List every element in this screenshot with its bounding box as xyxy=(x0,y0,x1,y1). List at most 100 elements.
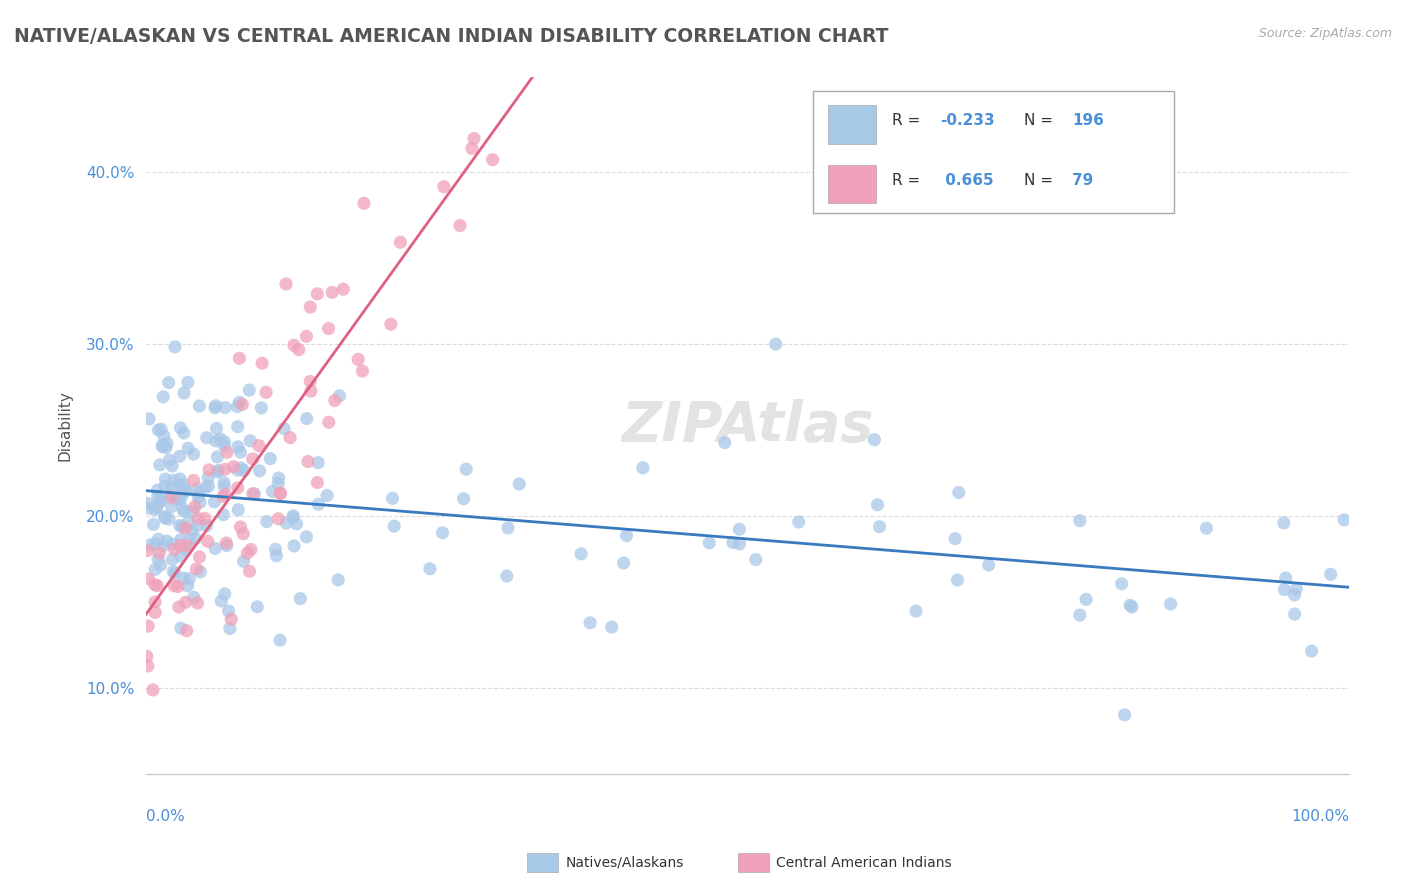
Point xyxy=(179,533,201,547)
Point xyxy=(1114,707,1136,722)
Point xyxy=(1160,597,1182,611)
Point xyxy=(169,450,191,464)
Point xyxy=(1284,588,1306,602)
Point xyxy=(184,500,207,514)
Text: 0.665: 0.665 xyxy=(939,173,994,188)
Point xyxy=(316,488,339,502)
Point xyxy=(174,595,197,609)
Point xyxy=(183,447,205,461)
Point xyxy=(1301,644,1323,658)
Point xyxy=(195,431,218,445)
Point xyxy=(863,433,886,447)
Point xyxy=(183,591,205,605)
Point xyxy=(174,542,197,557)
Point xyxy=(173,571,195,585)
Point xyxy=(214,587,236,601)
Point xyxy=(205,421,228,435)
Point xyxy=(215,536,238,550)
Point xyxy=(152,440,174,454)
Point xyxy=(143,606,166,620)
Point xyxy=(212,479,235,493)
Point xyxy=(146,490,169,504)
Point xyxy=(212,508,235,522)
Point xyxy=(157,512,180,526)
Text: N =: N = xyxy=(1024,173,1057,188)
Point xyxy=(267,476,290,491)
Point xyxy=(1074,592,1097,607)
Point xyxy=(239,434,262,448)
Point xyxy=(170,533,193,547)
Point xyxy=(152,390,174,404)
Point xyxy=(307,497,329,511)
Point xyxy=(508,477,530,491)
Point xyxy=(155,441,177,455)
Point xyxy=(321,285,343,300)
Point xyxy=(495,569,517,583)
Point xyxy=(745,552,768,566)
Point xyxy=(146,500,169,515)
Point xyxy=(173,386,195,401)
Point xyxy=(247,439,270,453)
Point xyxy=(600,620,623,634)
Point xyxy=(152,539,174,553)
Point xyxy=(153,479,176,493)
Text: -0.233: -0.233 xyxy=(939,113,994,128)
Point xyxy=(215,445,238,459)
Text: Central American Indians: Central American Indians xyxy=(776,855,952,870)
Point xyxy=(163,340,186,354)
Point xyxy=(238,383,260,397)
Point xyxy=(218,604,240,618)
Point xyxy=(229,445,252,459)
Text: R =: R = xyxy=(891,173,925,188)
Point xyxy=(187,511,209,525)
Point xyxy=(765,337,787,351)
Point xyxy=(267,471,290,485)
Point xyxy=(174,484,197,499)
Text: 79: 79 xyxy=(1073,173,1094,188)
Text: NATIVE/ALASKAN VS CENTRAL AMERICAN INDIAN DISABILITY CORRELATION CHART: NATIVE/ALASKAN VS CENTRAL AMERICAN INDIA… xyxy=(14,27,889,45)
Point xyxy=(173,425,195,440)
Point xyxy=(290,591,312,606)
Point xyxy=(307,456,329,470)
Point xyxy=(146,552,169,566)
Point xyxy=(204,399,226,413)
Point xyxy=(204,401,226,415)
Point xyxy=(212,490,235,504)
Point xyxy=(212,475,235,490)
Point xyxy=(226,502,249,516)
Point xyxy=(187,518,209,533)
Point xyxy=(347,352,370,367)
Point xyxy=(254,385,277,400)
Point xyxy=(728,537,751,551)
Point xyxy=(179,572,201,586)
Point xyxy=(167,599,190,614)
Point xyxy=(295,329,318,343)
Point xyxy=(219,612,242,626)
Point xyxy=(419,562,441,576)
Point xyxy=(246,599,269,614)
Point xyxy=(174,521,197,535)
Point xyxy=(146,483,169,497)
Point xyxy=(188,565,211,579)
Point xyxy=(143,562,166,576)
Point xyxy=(150,422,173,436)
Point xyxy=(481,153,503,167)
Point xyxy=(228,395,250,409)
Point xyxy=(167,492,190,507)
Point xyxy=(449,219,471,233)
Point xyxy=(389,235,412,250)
Point xyxy=(184,532,207,546)
Point xyxy=(169,538,191,552)
Point xyxy=(163,473,186,487)
Point xyxy=(948,485,970,500)
Point xyxy=(323,393,346,408)
Point xyxy=(631,460,654,475)
Point xyxy=(187,596,209,610)
Point xyxy=(162,552,184,566)
Point xyxy=(162,537,184,551)
Point xyxy=(381,491,404,506)
Point xyxy=(295,530,318,544)
Point xyxy=(226,419,249,434)
Point xyxy=(209,594,232,608)
Point xyxy=(214,401,236,415)
